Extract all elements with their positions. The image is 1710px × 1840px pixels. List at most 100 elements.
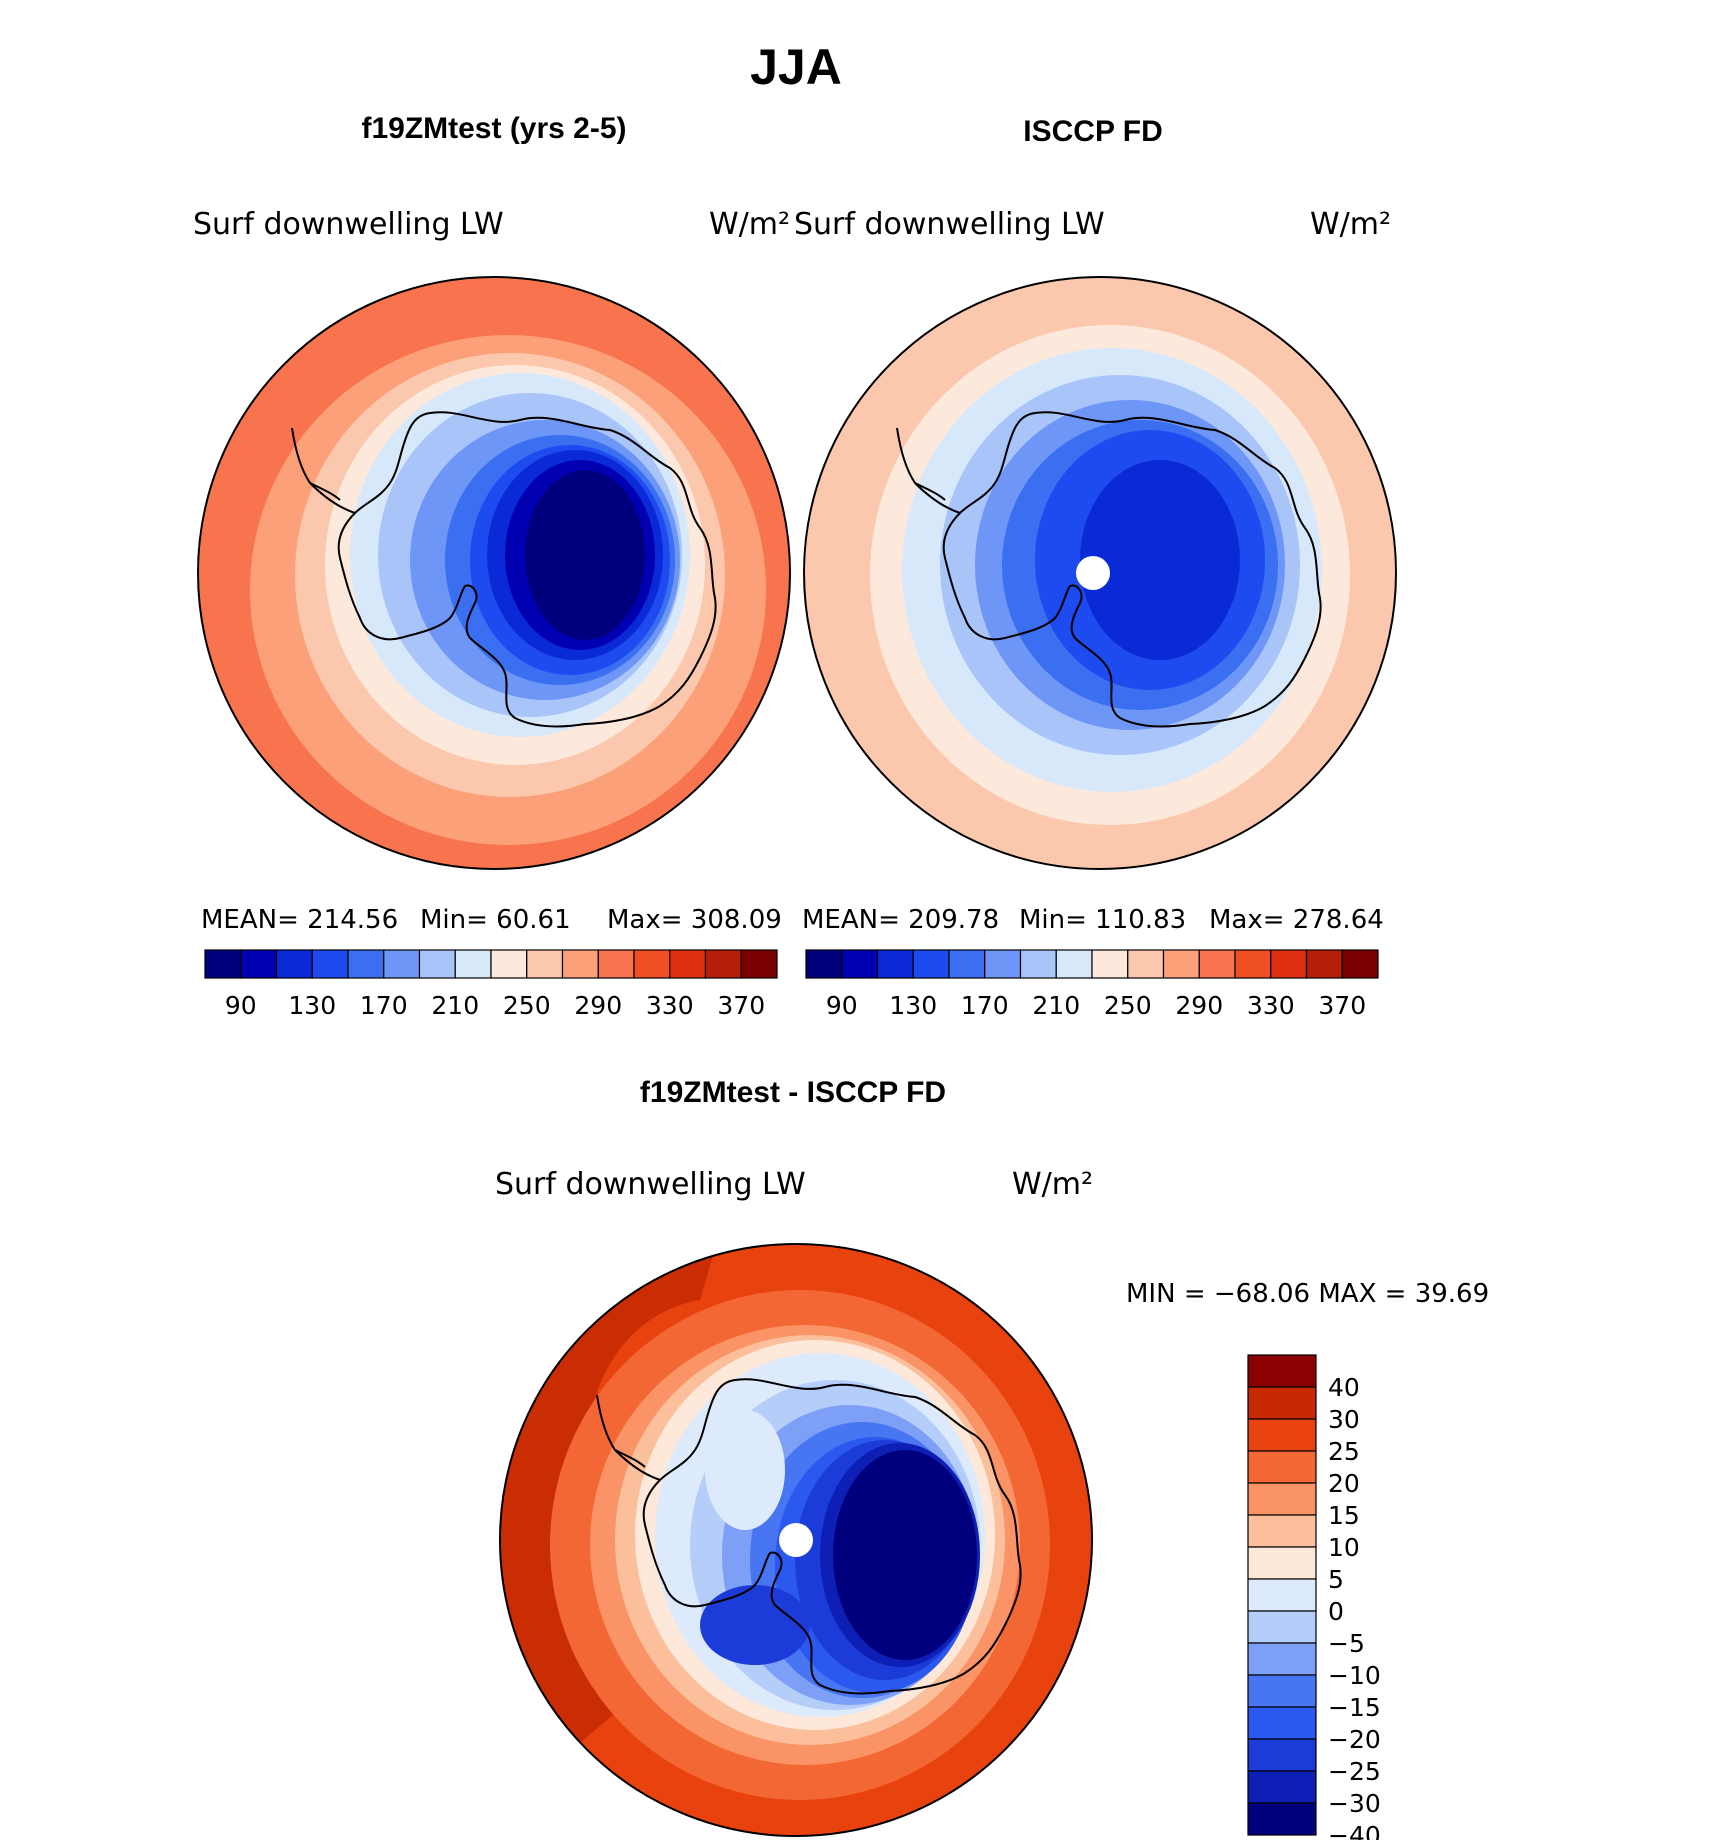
colorbar-tick-model: 330: [646, 991, 694, 1020]
colorbar-tick-diff: −40: [1328, 1821, 1381, 1840]
units-label-obs: W/m²: [1310, 207, 1391, 242]
colorbar-swatch-diff: [1247, 1770, 1317, 1804]
colorbar-swatch-model: [490, 949, 528, 979]
colorbar-tick-diff: −25: [1328, 1757, 1381, 1786]
colorbar-swatch-model: [204, 949, 242, 979]
colorbar-swatch-diff: [1247, 1418, 1317, 1452]
panel-model: f19ZMtest (yrs 2-5) Surf downwelling LW …: [193, 112, 791, 1020]
colorbar-tick-diff: −10: [1328, 1661, 1381, 1690]
colorbar-swatch-obs: [841, 949, 879, 979]
stat-min-model: Min= 60.61: [420, 905, 571, 935]
colorbar-swatch-model: [597, 949, 635, 979]
colorbar-tick-diff: 40: [1328, 1373, 1360, 1402]
colorbar-tick-obs: 90: [826, 991, 858, 1020]
panel-title-obs: ISCCP FD: [1023, 115, 1162, 148]
pole-hole-obs: [1076, 556, 1110, 590]
colorbar-tick-diff: −20: [1328, 1725, 1381, 1754]
colorbar-swatch-model: [740, 949, 778, 979]
stat-mean-obs: MEAN= 209.78: [802, 905, 999, 935]
colorbar-swatch-model: [704, 949, 742, 979]
polar-map-diff: [500, 1244, 1092, 1836]
colorbar-swatch-obs: [1270, 949, 1308, 979]
colorbar-swatch-diff: [1247, 1674, 1317, 1708]
colorbar-swatch-model: [240, 949, 278, 979]
colorbar-tick-model: 170: [360, 991, 408, 1020]
panel-obs: ISCCP FD Surf downwelling LW W/m² MEAN= …: [794, 115, 1397, 1020]
colorbar-swatch-diff: [1247, 1642, 1317, 1676]
colorbar-tick-diff: 20: [1328, 1469, 1360, 1498]
colorbar-swatch-obs: [1198, 949, 1236, 979]
panel-title-model: f19ZMtest (yrs 2-5): [361, 112, 626, 145]
colorbar-swatch-obs: [1019, 949, 1057, 979]
colorbar-swatch-model: [275, 949, 313, 979]
map-boundary-obs: [803, 276, 1397, 870]
colorbar-tick-obs: 250: [1104, 991, 1152, 1020]
colorbar-swatch-model: [633, 949, 671, 979]
units-label-model: W/m²: [709, 207, 790, 242]
colorbar-tick-diff: 15: [1328, 1501, 1360, 1530]
colorbar-tick-diff: 25: [1328, 1437, 1360, 1466]
map-boundary-diff: [499, 1243, 1093, 1837]
page-title: JJA: [750, 39, 842, 95]
panel-diff: f19ZMtest - ISCCP FD Surf downwelling LW…: [495, 1076, 1489, 1840]
colorbar-tick-obs: 130: [889, 991, 937, 1020]
colorbar-tick-diff: −15: [1328, 1693, 1381, 1722]
colorbar-model: 90 130 170 210 250 290 330 370: [204, 949, 778, 1020]
colorbar-swatch-obs: [912, 949, 950, 979]
colorbar-tick-model: 250: [503, 991, 551, 1020]
colorbar-swatch-obs: [1055, 949, 1093, 979]
colorbar-swatch-diff: [1247, 1514, 1317, 1548]
colorbar-tick-obs: 290: [1175, 991, 1223, 1020]
colorbar-swatch-model: [311, 949, 349, 979]
colorbar-tick-model: 290: [574, 991, 622, 1020]
colorbar-swatch-obs: [1091, 949, 1129, 979]
polar-map-obs: [804, 277, 1396, 869]
variable-label-obs: Surf downwelling LW: [794, 207, 1105, 242]
colorbar-tick-model: 370: [717, 991, 765, 1020]
colorbar-swatch-diff: [1247, 1802, 1317, 1836]
colorbar-swatch-obs: [1341, 949, 1379, 979]
colorbar-swatch-model: [383, 949, 421, 979]
variable-label-model: Surf downwelling LW: [193, 207, 504, 242]
colorbar-swatch-model: [418, 949, 456, 979]
colorbar-swatch-diff: [1247, 1546, 1317, 1580]
colorbar-swatch-obs: [805, 949, 843, 979]
panel-title-diff: f19ZMtest - ISCCP FD: [640, 1076, 946, 1109]
colorbar-swatch-model: [347, 949, 385, 979]
colorbar-tick-model: 130: [288, 991, 336, 1020]
colorbar-tick-model: 90: [225, 991, 257, 1020]
colorbar-tick-obs: 370: [1318, 991, 1366, 1020]
colorbar-tick-diff: 30: [1328, 1405, 1360, 1434]
colorbar-tick-diff: 10: [1328, 1533, 1360, 1562]
colorbar-tick-obs: 330: [1247, 991, 1295, 1020]
colorbar-obs: 90 130 170 210 250 290 330 370: [805, 949, 1379, 1020]
colorbar-swatch-diff: [1247, 1354, 1317, 1388]
units-label-diff: W/m²: [1012, 1167, 1093, 1202]
stat-min-obs: Min= 110.83: [1019, 905, 1186, 935]
stat-max-obs: Max= 278.64: [1209, 905, 1384, 935]
colorbar-swatch-obs: [876, 949, 914, 979]
colorbar-swatch-model: [454, 949, 492, 979]
colorbar-swatch-model: [561, 949, 599, 979]
colorbar-swatch-obs: [1234, 949, 1272, 979]
map-boundary-model: [197, 276, 791, 870]
colorbar-tick-diff: −5: [1328, 1629, 1365, 1658]
minmax-diff: MIN = −68.06 MAX = 39.69: [1126, 1279, 1489, 1309]
colorbar-tick-diff: −30: [1328, 1789, 1381, 1818]
stat-mean-model: MEAN= 214.56: [201, 905, 398, 935]
colorbar-swatch-diff: [1247, 1738, 1317, 1772]
stat-max-model: Max= 308.09: [607, 905, 782, 935]
colorbar-swatch-model: [526, 949, 564, 979]
colorbar-swatch-diff: [1247, 1578, 1317, 1612]
polar-map-model: [198, 277, 790, 869]
colorbar-swatch-obs: [1127, 949, 1165, 979]
colorbar-swatch-obs: [984, 949, 1022, 979]
pole-hole-diff: [779, 1523, 813, 1557]
colorbar-tick-diff: 5: [1328, 1565, 1344, 1594]
colorbar-tick-obs: 170: [961, 991, 1009, 1020]
colorbar-diff: 40 30 25 20 15 10 5 0 −5 −10 −15 −20 −25 −30 −40: [1247, 1354, 1381, 1840]
colorbar-swatch-diff: [1247, 1450, 1317, 1484]
colorbar-tick-diff: 0: [1328, 1597, 1344, 1626]
colorbar-swatch-model: [669, 949, 707, 979]
